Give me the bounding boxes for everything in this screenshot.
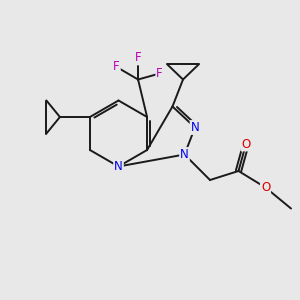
Text: F: F [135, 51, 141, 64]
Text: F: F [113, 60, 120, 74]
Text: O: O [242, 137, 250, 151]
Text: N: N [114, 160, 123, 173]
Text: N: N [190, 121, 200, 134]
Text: N: N [180, 148, 189, 161]
Text: O: O [261, 181, 270, 194]
Text: F: F [156, 67, 163, 80]
